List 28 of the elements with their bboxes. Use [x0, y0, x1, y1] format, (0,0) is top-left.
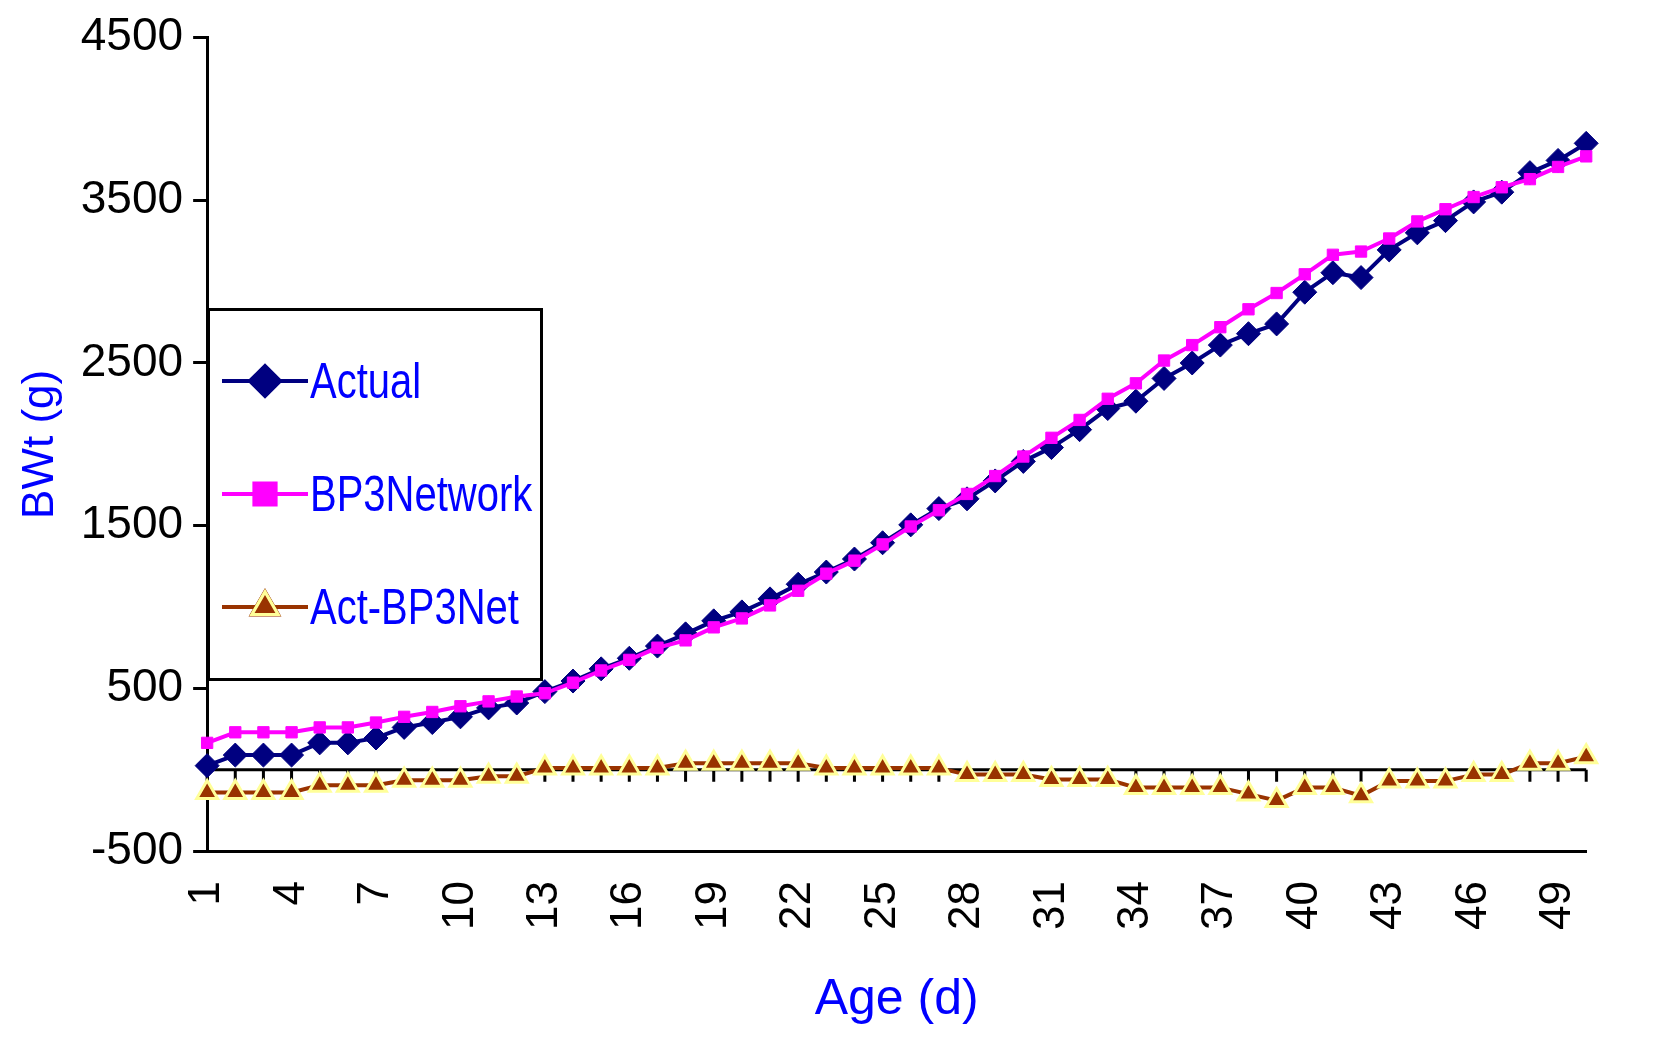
- x-tick-label: 34: [1108, 881, 1158, 931]
- x-tick-label: 22: [770, 881, 820, 931]
- y-axis-title: BWt (g): [12, 369, 62, 519]
- x-tick-label: 43: [1361, 881, 1411, 931]
- x-tick-label: 7: [348, 881, 398, 906]
- x-tick-label: 16: [601, 881, 651, 931]
- legend-label: Act-BP3Net: [310, 578, 520, 637]
- x-tick-label: 37: [1192, 881, 1242, 931]
- x-tick-label: 49: [1530, 881, 1580, 931]
- y-tick-label: 3500: [80, 170, 184, 223]
- legend-label: BP3Network: [310, 465, 533, 524]
- x-axis-title: Age (d): [814, 968, 979, 1025]
- x-tick-label: 40: [1276, 881, 1326, 931]
- y-tick-label: -500: [91, 821, 184, 874]
- x-tick-label: 28: [939, 881, 989, 931]
- x-tick-label: 13: [517, 881, 566, 931]
- y-tick-label: 4500: [80, 8, 184, 61]
- y-tick-label: 2500: [80, 333, 184, 386]
- y-tick-label: 1500: [80, 496, 184, 549]
- x-tick-label: 46: [1445, 881, 1495, 931]
- x-tick-label: 1: [179, 881, 229, 906]
- x-tick-label: 25: [854, 881, 904, 931]
- x-tick-label: 4: [263, 881, 313, 906]
- x-tick-label: 19: [685, 881, 735, 931]
- x-tick-label: 31: [1023, 881, 1073, 931]
- x-tick-label: 10: [432, 881, 482, 931]
- legend-label: Actual: [310, 352, 422, 411]
- y-tick-label: 500: [106, 659, 184, 712]
